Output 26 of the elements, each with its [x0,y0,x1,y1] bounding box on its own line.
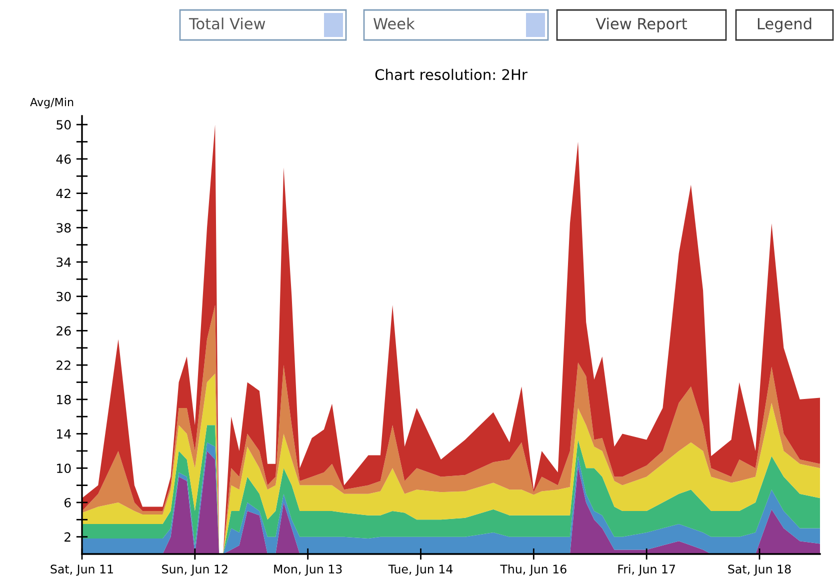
x-tick-label: Mon, Jun 13 [274,564,342,576]
y-tick-label: 42 [56,188,70,198]
x-tick-label: Fri, Jun 17 [618,564,675,576]
y-tick-label: 30 [56,292,71,302]
y-tick-label: 38 [56,223,71,233]
y-tick-label: 46 [56,154,71,164]
x-tick-label: Sun, Jun 12 [162,564,228,576]
y-tick-label: 18 [57,394,71,404]
y-axis-title: Avg/Min [30,98,74,108]
y-tick-label: 50 [56,120,71,130]
x-tick-label: Tue, Jun 14 [388,564,453,576]
y-tick-label: 2 [64,532,70,542]
text: Legend [758,18,812,32]
y-tick-label: 22 [56,360,70,370]
text: Week [374,18,415,30]
y-tick-label: 34 [56,257,71,267]
chart-title: Chart resolution: 2Hr [375,68,528,80]
y-tick-label: 26 [56,326,71,336]
y-tick-label: 10 [57,464,71,474]
y-tick-label: 6 [64,498,71,508]
x-tick-label: Sat, Jun 11 [50,564,113,576]
text: View Report [596,18,688,32]
text: Total View [188,18,266,30]
y-tick-label: 14 [57,429,71,439]
x-tick-label: Sat, Jun 18 [728,564,791,576]
x-tick-label: Thu, Jun 16 [500,564,566,576]
